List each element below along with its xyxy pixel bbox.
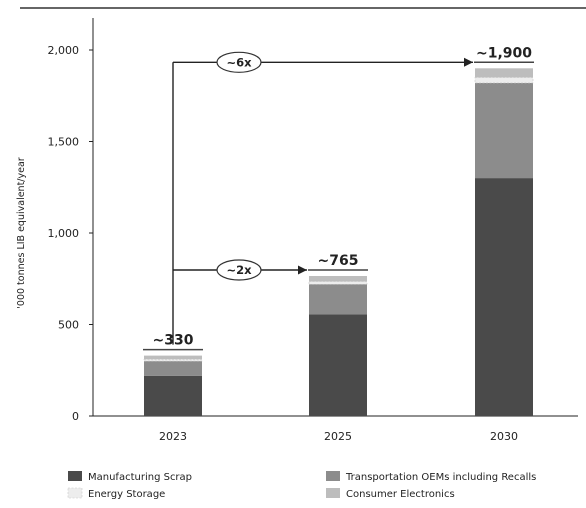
- annotation-oval: [216, 259, 262, 281]
- bar-segment: [308, 281, 368, 285]
- x-tick-label: 2025: [324, 430, 352, 443]
- x-tick-label: 2030: [490, 430, 518, 443]
- y-tick-label: 1,500: [48, 136, 80, 149]
- bar-total-label: ~765: [318, 253, 359, 269]
- bar-segment: [309, 314, 367, 416]
- bar-total-label: ~1,900: [476, 45, 532, 61]
- bar-segment: [474, 77, 534, 84]
- y-axis-title: '000 tonnes LIB equivalent/year: [16, 157, 27, 308]
- y-tick-label: 2,000: [48, 44, 80, 57]
- y-tick-label: 1,000: [48, 227, 80, 240]
- bar-segment: [475, 178, 533, 416]
- growth-multiplier-label: ~6x: [226, 55, 252, 69]
- legend-label: Manufacturing Scrap: [88, 472, 192, 483]
- bar-segment: [144, 361, 202, 376]
- bar-segment: [144, 355, 202, 360]
- bar-segment: [475, 68, 533, 78]
- x-tick-label: 2023: [159, 430, 187, 443]
- y-tick-label: 500: [58, 319, 79, 332]
- annotation-oval: [216, 51, 262, 73]
- bar-segment: [309, 276, 367, 282]
- legend-swatch: [326, 471, 340, 481]
- legend-label: Transportation OEMs including Recalls: [345, 472, 536, 483]
- annotation-arrowhead: [298, 265, 307, 275]
- bar-segment: [475, 82, 533, 179]
- growth-multiplier-label: ~2x: [226, 263, 252, 277]
- bar-segment: [143, 358, 203, 362]
- legend-swatch: [68, 471, 82, 481]
- annotation-arrowhead: [464, 57, 473, 67]
- bar-segment: [309, 284, 367, 315]
- legend-swatch: [67, 487, 83, 499]
- legend-label: Energy Storage: [88, 489, 165, 500]
- legend-label: Consumer Electronics: [346, 489, 455, 500]
- y-tick-label: 0: [72, 410, 79, 423]
- legend-swatch: [326, 488, 340, 498]
- bar-segment: [144, 375, 202, 416]
